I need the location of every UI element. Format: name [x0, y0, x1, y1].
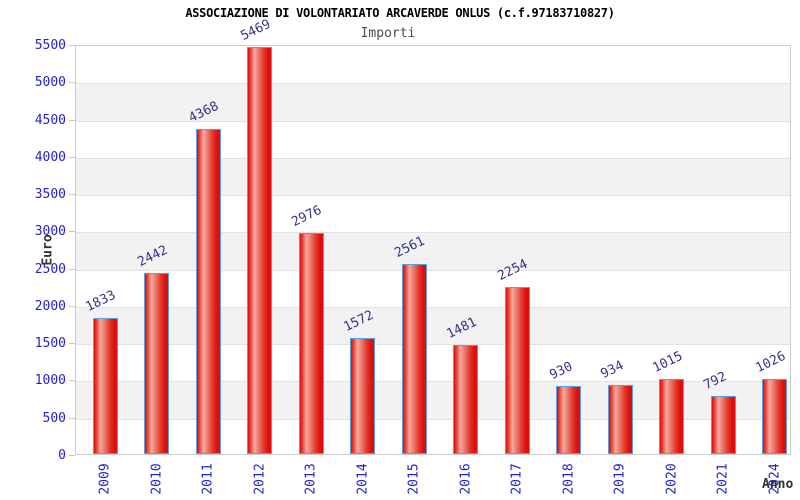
x-tick-label-2018: 2018: [561, 463, 576, 495]
bar-2015: [401, 264, 427, 454]
gridline: [76, 381, 790, 383]
bar-2024: [762, 378, 787, 454]
plot-band: [76, 195, 790, 232]
x-tick-label-2020: 2020: [664, 463, 679, 495]
x-tick-label-2009: 2009: [97, 463, 113, 495]
x-tick-label-2019: 2019: [612, 463, 628, 495]
bar-2014: [350, 337, 375, 454]
x-tick-label-2021: 2021: [715, 463, 731, 495]
gridline: [76, 344, 790, 346]
y-tick-mark: [69, 82, 75, 84]
x-tick-label-2014: 2014: [355, 463, 370, 495]
x-axis-title: Anno: [762, 477, 794, 492]
y-tick-mark: [69, 156, 75, 158]
bar-2020: [659, 379, 684, 454]
y-tick-mark: [69, 119, 75, 121]
gridline: [76, 120, 790, 122]
y-tick-label: 4500: [34, 112, 66, 128]
x-tick-label-2013: 2013: [303, 463, 319, 495]
bar-2011: [195, 129, 221, 454]
x-tick-label-2012: 2012: [252, 463, 267, 495]
bar-2018: [556, 385, 581, 454]
y-tick-label: 1500: [34, 336, 66, 352]
bar-2010: [144, 272, 169, 454]
y-tick-mark: [69, 45, 75, 46]
plot-band: [76, 46, 790, 83]
y-tick-mark: [69, 194, 75, 196]
y-tick-label: 3000: [34, 224, 66, 240]
y-tick-label: 2500: [34, 261, 66, 277]
plot-area: [75, 45, 791, 455]
plot-band: [76, 157, 790, 196]
y-tick-label: 3500: [34, 187, 66, 203]
y-tick-mark: [69, 455, 75, 456]
gridline: [76, 83, 790, 85]
y-tick-label: 1000: [34, 373, 66, 389]
plot-band: [76, 121, 790, 158]
y-axis-title: Euro: [40, 234, 56, 266]
y-tick-label: 5000: [34, 75, 66, 91]
plot-band: [76, 83, 790, 121]
y-tick-label: 500: [42, 410, 66, 426]
chart-title: ASSOCIAZIONE DI VOLONTARIATO ARCAVERDE O…: [185, 6, 615, 20]
gridline: [76, 232, 790, 234]
bar-2017: [504, 286, 530, 454]
bar-2019: [607, 385, 633, 454]
y-tick-label: 2000: [34, 298, 66, 314]
x-tick-label-2016: 2016: [458, 463, 473, 495]
plot-band: [76, 232, 790, 270]
gridline: [76, 269, 790, 271]
plot-band: [76, 306, 790, 345]
chart-subtitle: Importi: [360, 26, 416, 41]
bar-2009: [92, 318, 118, 454]
bar-2013: [298, 233, 324, 454]
gridline: [76, 418, 790, 420]
bar-2021: [710, 395, 736, 454]
x-tick-label-2011: 2011: [200, 463, 216, 495]
gridline: [76, 306, 790, 308]
y-tick-mark: [69, 417, 75, 419]
x-tick-label-2010: 2010: [149, 463, 164, 495]
y-tick-mark: [69, 231, 75, 233]
y-tick-label: 5500: [34, 38, 66, 53]
plot-band: [76, 270, 790, 307]
y-tick-label: 4000: [34, 149, 66, 165]
y-tick-mark: [69, 305, 75, 307]
x-tick-label-2015: 2015: [406, 463, 422, 495]
bar-2016: [453, 344, 478, 454]
y-tick-mark: [69, 343, 75, 345]
bar-2012: [247, 47, 272, 454]
y-tick-label: 0: [58, 448, 66, 463]
y-tick-mark: [69, 268, 75, 270]
gridline: [76, 157, 790, 159]
x-tick-label-2017: 2017: [509, 463, 525, 495]
gridline: [76, 195, 790, 197]
y-tick-mark: [69, 380, 75, 382]
